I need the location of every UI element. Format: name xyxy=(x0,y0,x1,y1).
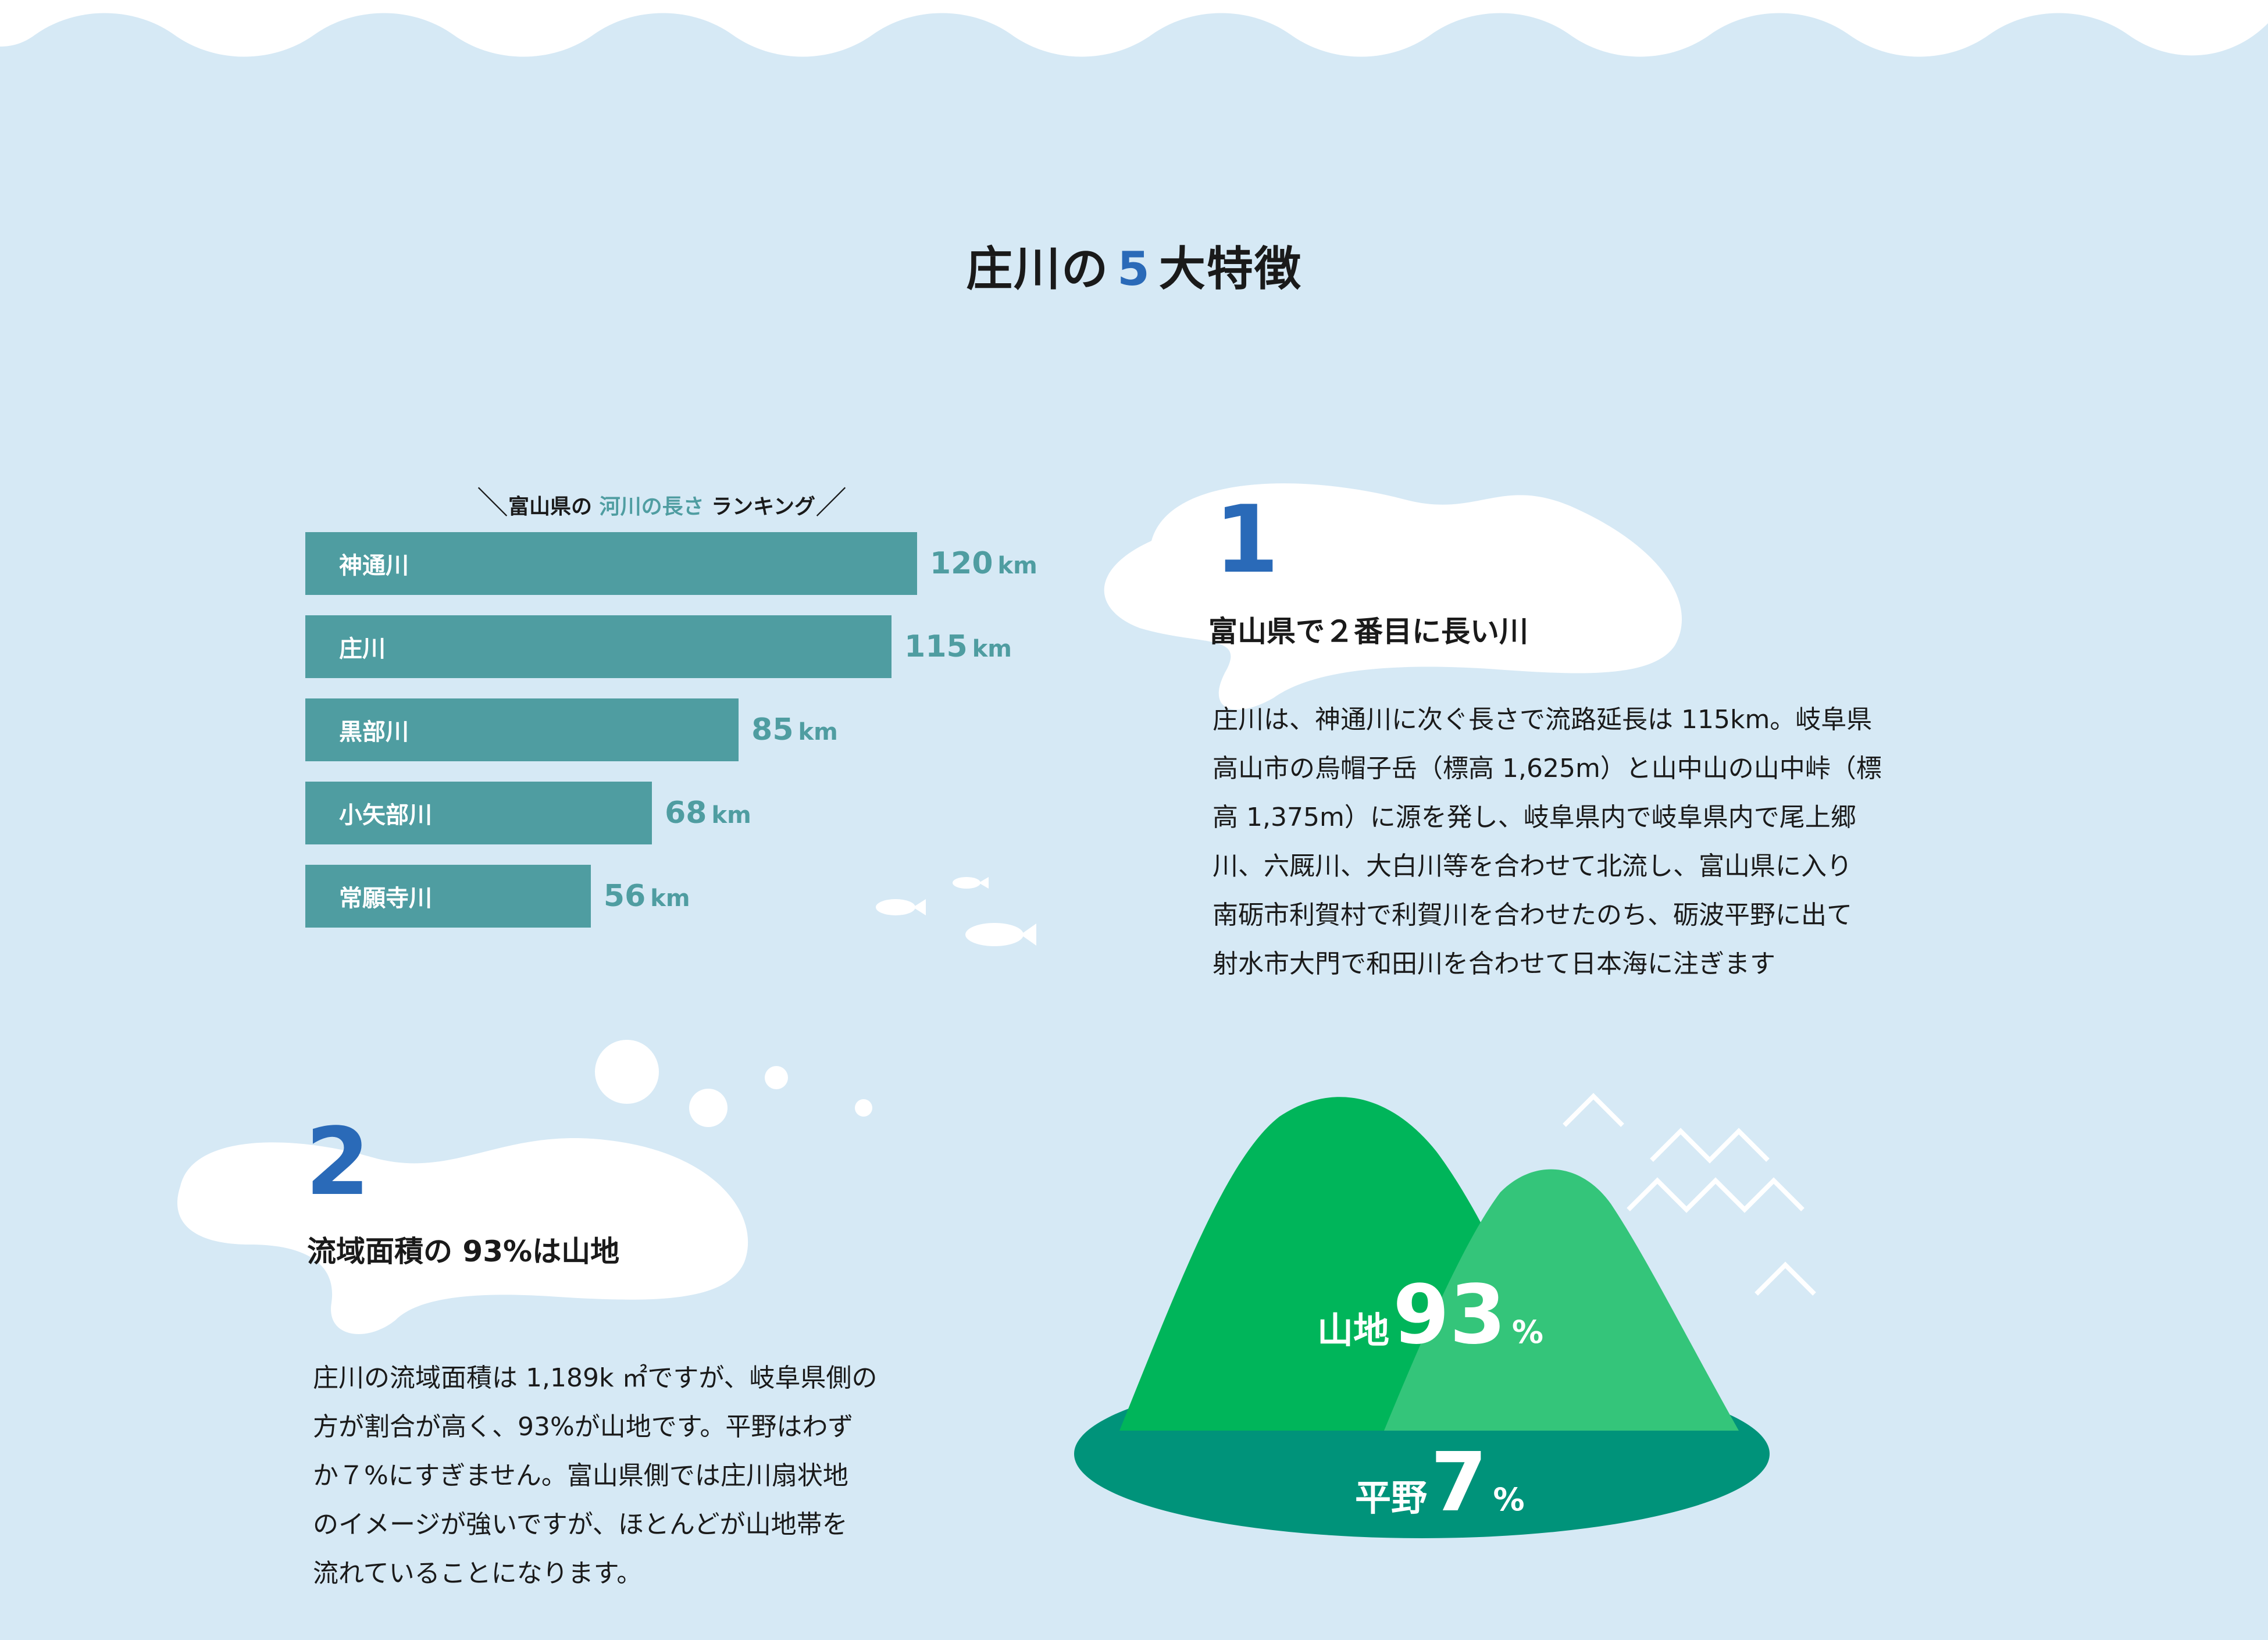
bar-value-unit: km xyxy=(997,552,1037,579)
cloud-blob-1 xyxy=(1104,483,1682,710)
bar: 小矢部川 xyxy=(305,782,652,844)
feature2-number: 2 xyxy=(305,1107,370,1216)
bar-category-label: 庄川 xyxy=(339,636,386,662)
mountain-small xyxy=(1384,1169,1739,1431)
bar-category-label: 神通川 xyxy=(339,552,409,579)
bubble-icon xyxy=(855,1099,872,1117)
plain-pct: % xyxy=(1493,1481,1525,1518)
feature1-line: 射水市大門で和田川を合わせて日本海に注ぎます xyxy=(1213,949,1775,979)
fish-icon xyxy=(953,877,989,889)
river-length-bar-chart: 神通川 120 km 庄川 115 km 黒部川 85 km 小矢部川 68 km 常願寺川 56 km xyxy=(305,532,1119,933)
mountain-label: 山地 xyxy=(1317,1309,1390,1352)
bar-value-number: 120 xyxy=(930,546,993,581)
bar-category-label: 小矢部川 xyxy=(339,802,432,829)
feature1-body: 庄川は、神通川に次ぐ長さで流路延長は 115km。岐阜県 高山市の烏帽子岳（標高… xyxy=(1213,696,1882,989)
plain-value: 7 xyxy=(1431,1435,1488,1530)
feature1-line: 高 1,375m）に源を発し、岐阜県内で岐阜県内で尾上郷 xyxy=(1213,803,1856,832)
mountain-pct: % xyxy=(1511,1314,1543,1350)
feature1-line: 高山市の烏帽子岳（標高 1,625m）と山中山の山中峠（標 xyxy=(1213,754,1882,783)
bar: 黒部川 xyxy=(305,698,739,761)
slash-left-icon: ＼ xyxy=(477,484,508,521)
feature2-line: 流れていることになります。 xyxy=(313,1559,643,1588)
plain-percentage-label: 平野7% xyxy=(1355,1435,1525,1530)
feature1-line: 南砺市利賀村で利賀川を合わせたのち、砺波平野に出て xyxy=(1213,900,1852,930)
bar-value-label: 115 km xyxy=(904,615,1012,680)
bar-value-number: 68 xyxy=(665,796,707,830)
bar-value-label: 68 km xyxy=(665,782,751,847)
mountain-value: 93 xyxy=(1393,1268,1506,1363)
feature1-number: 1 xyxy=(1214,485,1279,594)
bar-value-number: 85 xyxy=(751,712,794,747)
bubble-icon xyxy=(765,1066,788,1089)
bar-value-label: 85 km xyxy=(751,698,838,764)
bar: 常願寺川 xyxy=(305,865,591,928)
feature1-heading: 富山県で２番目に長い川 xyxy=(1208,615,1528,648)
zigzag-decoration xyxy=(1563,1093,1816,1296)
ranking-title: ＼富山県の 河川の長さ ランキング／ xyxy=(477,477,847,523)
bar-category-label: 黒部川 xyxy=(339,719,409,746)
bar-value-number: 56 xyxy=(603,879,646,914)
fish-icon xyxy=(965,923,1036,946)
title-suffix: 大特徴 xyxy=(1158,242,1302,296)
cloud-blob-2 xyxy=(177,1138,748,1334)
bar: 神通川 xyxy=(305,532,917,595)
ranking-title-highlight: 河川の長さ xyxy=(599,495,704,519)
feature2-line: 方が割合が高く、93%が山地です。平野はわず xyxy=(313,1412,854,1442)
bubble-icon xyxy=(689,1089,728,1127)
feature2-heading: 流域面積の 93%は山地 xyxy=(307,1235,620,1268)
slash-right-icon: ／ xyxy=(815,484,847,521)
bar-value-label: 120 km xyxy=(930,532,1037,597)
title-prefix: 庄川の xyxy=(966,242,1110,296)
feature2-line: のイメージが強いですが、ほとんどが山地帯を xyxy=(313,1510,848,1539)
mountain-percentage-label: 山地93% xyxy=(1317,1268,1543,1363)
feature1-line: 庄川は、神通川に次ぐ長さで流路延長は 115km。岐阜県 xyxy=(1213,705,1873,735)
feature2-body: 庄川の流域面積は 1,189k ㎡ですが、岐阜県側の 方が割合が高く、93%が山… xyxy=(313,1354,878,1598)
title-number: 5 xyxy=(1117,242,1151,296)
bar-value-unit: km xyxy=(972,636,1012,662)
fish-icon xyxy=(876,899,926,915)
feature2-line: 庄川の流域面積は 1,189k ㎡ですが、岐阜県側の xyxy=(313,1363,878,1393)
page-title: 庄川の 5 大特徴 xyxy=(0,231,2268,299)
feature2-line: か７%にすぎません。富山県側では庄川扇状地 xyxy=(313,1461,848,1491)
mountain-illustration xyxy=(1074,1097,1770,1538)
bar-value-number: 115 xyxy=(904,629,968,664)
bar: 庄川 xyxy=(305,615,892,678)
bar-value-label: 56 km xyxy=(604,865,690,930)
ranking-title-part3: ランキング xyxy=(711,495,816,519)
bar-value-unit: km xyxy=(711,802,751,829)
feature1-line: 川、六厩川、大白川等を合わせて北流し、富山県に入り xyxy=(1213,851,1852,881)
bar-value-unit: km xyxy=(798,719,838,746)
plain-label: 平野 xyxy=(1355,1477,1428,1519)
bubble-icon xyxy=(595,1040,659,1104)
bar-value-unit: km xyxy=(650,885,690,912)
bar-category-label: 常願寺川 xyxy=(339,885,432,912)
top-wave-decoration xyxy=(0,0,2268,57)
ranking-title-part1: 富山県の xyxy=(508,495,593,519)
